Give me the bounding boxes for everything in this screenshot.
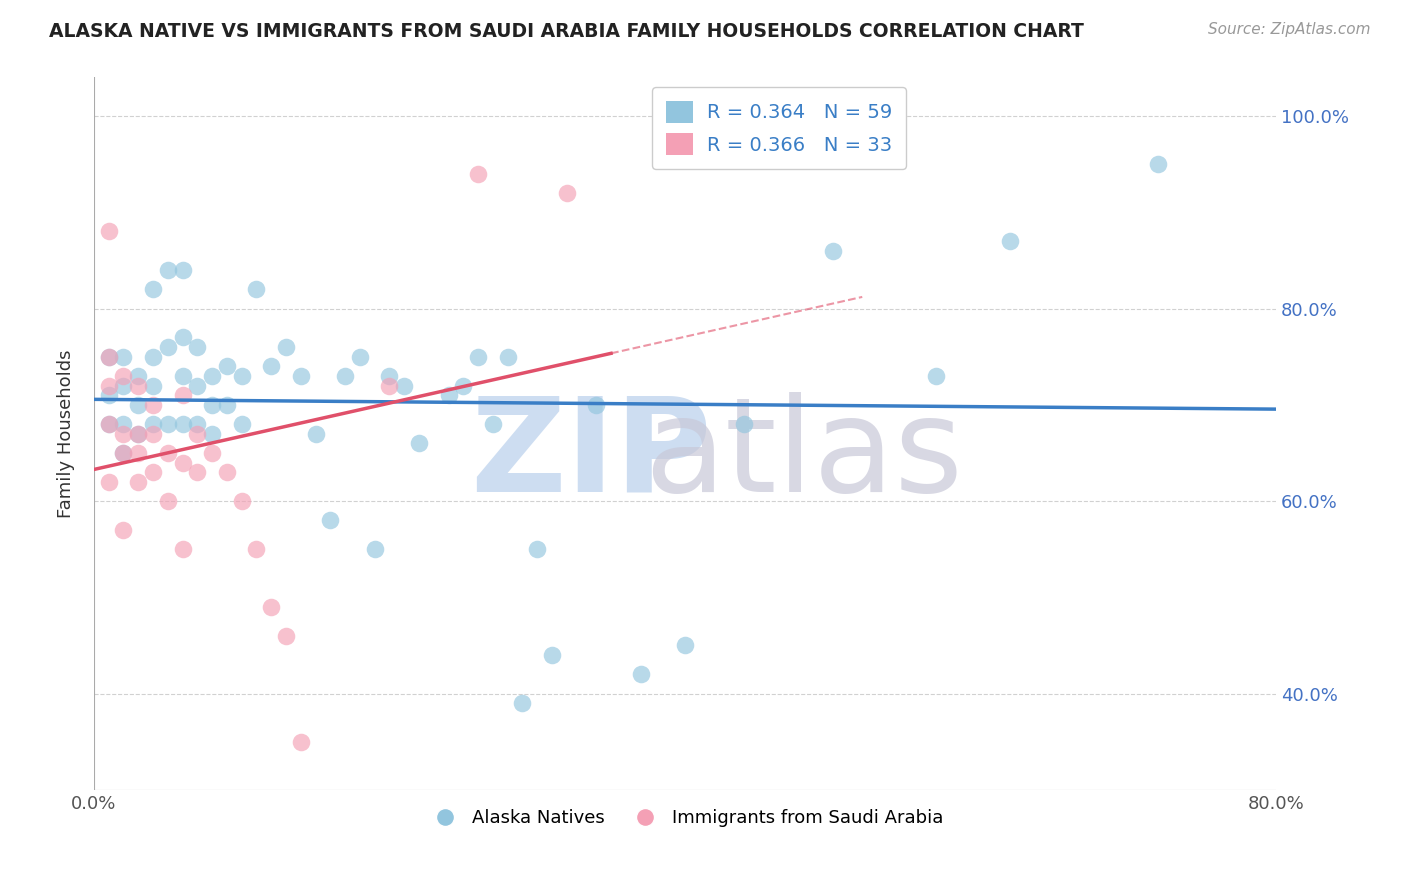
Point [97,388,120,402]
Point [274,340,297,354]
Point [585,398,607,412]
Point [112,378,135,392]
Text: Source: ZipAtlas.com: Source: ZipAtlas.com [1208,22,1371,37]
Point [156,263,179,277]
Point [127,426,149,441]
Point [467,167,489,181]
Point [304,426,326,441]
Point [112,368,135,383]
Point [201,446,224,460]
Point [156,417,179,431]
Point [231,494,253,508]
Point [437,388,460,402]
Point [274,629,297,643]
Point [97,225,120,239]
Point [97,417,120,431]
Point [363,542,385,557]
Point [673,639,696,653]
Point [112,417,135,431]
Point [378,368,401,383]
Point [172,263,194,277]
Point [215,398,238,412]
Point [630,667,652,681]
Point [172,417,194,431]
Point [186,340,208,354]
Point [392,378,415,392]
Point [156,494,179,508]
Point [201,398,224,412]
Point [97,350,120,364]
Point [467,350,489,364]
Point [156,446,179,460]
Point [215,465,238,479]
Point [172,368,194,383]
Point [172,330,194,344]
Point [231,368,253,383]
Point [290,368,312,383]
Point [97,350,120,364]
Point [333,368,356,383]
Point [186,426,208,441]
Point [290,735,312,749]
Point [925,368,948,383]
Point [998,234,1021,248]
Point [201,368,224,383]
Point [97,475,120,489]
Point [453,378,475,392]
Point [127,368,149,383]
Point [186,378,208,392]
Point [215,359,238,374]
Point [127,378,149,392]
Point [541,648,564,662]
Point [112,523,135,537]
Point [112,446,135,460]
Point [97,378,120,392]
Point [112,350,135,364]
Point [482,417,505,431]
Point [112,446,135,460]
Point [127,475,149,489]
Point [142,378,165,392]
Point [172,388,194,402]
Point [142,350,165,364]
Point [142,398,165,412]
Text: ZIP: ZIP [470,392,711,518]
Point [186,465,208,479]
Legend: Alaska Natives, Immigrants from Saudi Arabia: Alaska Natives, Immigrants from Saudi Ar… [419,802,950,834]
Point [97,417,120,431]
Point [260,599,283,614]
Point [496,350,519,364]
Point [156,340,179,354]
Point [142,426,165,441]
Point [172,456,194,470]
Point [127,398,149,412]
Point [112,426,135,441]
Point [1146,157,1168,171]
Point [142,417,165,431]
Point [142,282,165,296]
Text: ALASKA NATIVE VS IMMIGRANTS FROM SAUDI ARABIA FAMILY HOUSEHOLDS CORRELATION CHAR: ALASKA NATIVE VS IMMIGRANTS FROM SAUDI A… [49,22,1084,41]
Point [245,282,267,296]
Point [378,378,401,392]
Point [512,696,534,710]
Point [349,350,371,364]
Point [821,244,844,258]
Point [142,465,165,479]
Point [245,542,267,557]
Point [260,359,283,374]
Point [172,542,194,557]
Point [408,436,430,450]
Point [127,426,149,441]
Y-axis label: Family Households: Family Households [58,350,75,518]
Point [186,417,208,431]
Point [127,446,149,460]
Point [526,542,548,557]
Text: atlas: atlas [644,392,963,518]
Point [555,186,578,200]
Point [319,513,342,527]
Point [231,417,253,431]
Point [733,417,755,431]
Point [201,426,224,441]
